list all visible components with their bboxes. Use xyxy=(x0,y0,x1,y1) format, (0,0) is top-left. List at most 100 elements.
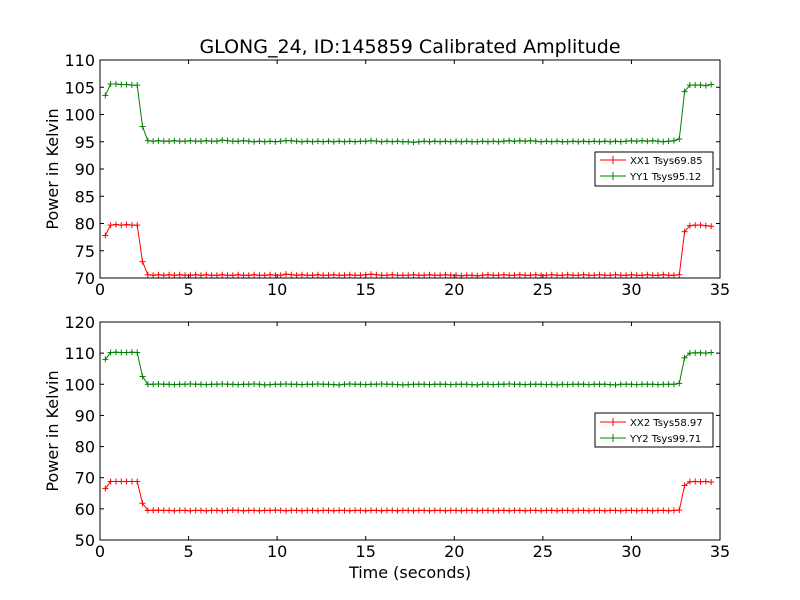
series-yy2-point xyxy=(213,381,220,388)
series-yy1-point xyxy=(293,138,300,145)
series-yy1-point xyxy=(251,138,258,145)
series-xx2-point xyxy=(107,478,114,485)
series-yy1-point xyxy=(442,138,449,145)
series-yy2-point xyxy=(474,381,481,388)
series-xx2-point xyxy=(219,507,226,514)
series-yy1-point xyxy=(522,138,529,145)
series-xx2-point xyxy=(405,507,412,514)
series-xx1-point xyxy=(134,222,141,229)
series-yy1-point xyxy=(336,138,343,145)
series-yy2-point xyxy=(346,380,353,387)
series-xx1-point xyxy=(309,272,316,279)
series-xx2-point xyxy=(399,507,406,514)
series-yy2-point xyxy=(383,381,390,388)
series-yy1-point xyxy=(102,92,109,99)
series-yy2-point xyxy=(362,381,369,388)
series-xx2-point xyxy=(314,507,321,514)
series-yy2-point xyxy=(256,381,263,388)
series-yy1-point xyxy=(150,138,157,145)
series-xx1-point xyxy=(272,272,279,279)
series-xx1-point xyxy=(256,272,263,279)
series-yy2-point xyxy=(410,381,417,388)
series-yy1-point xyxy=(357,138,364,145)
series-xx2-point xyxy=(665,507,672,514)
series-yy2-point xyxy=(644,381,651,388)
series-yy2-point xyxy=(681,354,688,361)
series-yy2-point xyxy=(639,381,646,388)
series-xx1-point xyxy=(155,271,162,278)
series-yy1-point xyxy=(256,138,263,145)
series-yy2-point xyxy=(442,381,449,388)
series-yy2-point xyxy=(548,381,555,388)
series-xx1-point xyxy=(655,272,661,279)
series-yy1-point xyxy=(649,137,656,144)
series-yy2-point xyxy=(208,381,215,388)
series-yy1-point xyxy=(155,137,162,144)
series-xx1-point xyxy=(399,272,406,279)
series-yy2-point xyxy=(511,381,518,388)
series-xx1-point xyxy=(176,271,183,278)
series-yy1-point xyxy=(144,137,151,144)
series-xx2-point xyxy=(607,507,614,514)
series-xx2-point xyxy=(304,507,311,514)
series-xx2-point xyxy=(580,507,587,514)
series-yy1-point xyxy=(118,81,125,88)
series-yy2-point xyxy=(176,381,183,388)
series-xx1-point xyxy=(251,271,258,278)
series-xx2-point xyxy=(251,507,258,514)
series-xx1-point xyxy=(336,272,343,279)
series-xx1-point xyxy=(298,271,305,278)
series-yy1-point xyxy=(596,138,603,145)
series-xx2-point xyxy=(623,507,630,514)
series-yy1-point xyxy=(623,138,630,145)
series-xx2-point xyxy=(139,500,146,507)
series-xx1-point xyxy=(283,271,289,278)
series-yy2-point xyxy=(522,381,529,388)
series-xx2-point xyxy=(197,507,204,514)
series-xx2-point xyxy=(224,507,231,514)
series-xx1-point xyxy=(532,271,539,278)
series-xx1-point xyxy=(692,222,699,229)
series-xx2-point xyxy=(591,507,598,514)
chart-2-xtick-label: 5 xyxy=(183,542,193,561)
series-yy1-point xyxy=(224,137,231,144)
series-xx1-point xyxy=(548,271,555,278)
series-yy1-point xyxy=(453,138,460,145)
series-yy2-point xyxy=(670,381,677,388)
series-yy1-point xyxy=(538,138,545,145)
series-xx2-point xyxy=(548,507,555,514)
series-xx2-point xyxy=(437,507,444,514)
series-xx2-point xyxy=(421,507,428,514)
chart-1-xtick-label: 15 xyxy=(356,280,376,299)
series-yy2-point xyxy=(139,373,146,380)
series-xx2-point xyxy=(431,507,438,514)
series-xx2-point xyxy=(277,507,284,514)
series-xx2-point xyxy=(309,507,316,514)
series-xx1-point xyxy=(245,272,252,279)
series-xx2-point xyxy=(330,507,337,514)
series-xx2-point xyxy=(128,478,135,485)
series-xx2-point xyxy=(676,507,683,514)
series-xx1-point xyxy=(580,271,587,278)
series-yy1-point xyxy=(559,138,566,145)
series-yy2-point xyxy=(304,381,311,388)
series-yy1-point xyxy=(410,139,417,146)
series-yy2-point xyxy=(516,381,523,388)
series-xx2-point xyxy=(569,507,576,514)
series-yy2-point xyxy=(559,381,566,388)
series-yy1-point xyxy=(500,138,507,145)
series-yy2-point xyxy=(601,381,608,388)
series-xx2-point xyxy=(655,507,661,514)
series-yy1-point xyxy=(240,137,247,144)
series-yy1-point xyxy=(235,138,242,145)
series-yy1-point xyxy=(325,138,332,145)
series-xx1-point xyxy=(479,272,486,279)
series-xx2-point xyxy=(660,507,667,514)
series-xx1-point xyxy=(516,271,523,278)
series-xx2-point xyxy=(134,478,141,485)
series-xx2-point xyxy=(426,507,433,514)
series-xx2-point xyxy=(500,507,507,514)
series-yy2-point xyxy=(229,381,236,388)
series-xx2-point xyxy=(410,507,417,514)
series-yy2-point xyxy=(495,381,502,388)
